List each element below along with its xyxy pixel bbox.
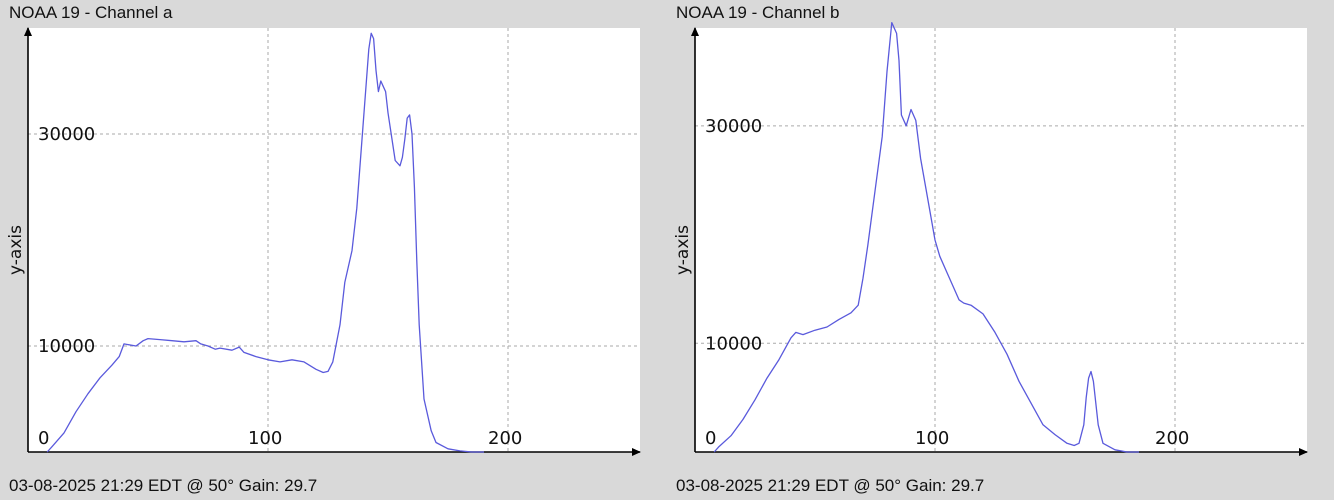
x-tick-label: 100: [915, 428, 949, 449]
plot-background: [695, 28, 1307, 452]
x-tick-label: 100: [248, 428, 282, 449]
series-line: [713, 21, 1139, 453]
y-tick-label: 30000: [705, 116, 762, 137]
plot-background: [28, 28, 640, 452]
y-tick-label: 10000: [705, 333, 762, 354]
plot-area-channel-b: 0 100 200 10000 30000 y-axis: [673, 21, 1308, 456]
y-axis-arrow: [24, 27, 32, 36]
series-line: [46, 32, 484, 453]
x-axis-arrow: [632, 448, 641, 456]
y-tick-label: 30000: [38, 124, 95, 145]
x-tick-label: 200: [488, 428, 522, 449]
chart-footer: 03-08-2025 21:29 EDT @ 50° Gain: 29.7: [9, 476, 318, 495]
chart-footer: 03-08-2025 21:29 EDT @ 50° Gain: 29.7: [676, 476, 985, 495]
chart-title: NOAA 19 - Channel a: [9, 3, 173, 22]
chart-panel-channel-a: NOAA 19 - Channel a 0 100 200 10000 30000 y-a…: [6, 3, 641, 495]
x-axis-arrow: [1299, 448, 1308, 456]
y-axis-label: y-axis: [6, 225, 26, 275]
plot-area-channel-a: 0 100 200 10000 30000 y-axis: [6, 27, 641, 456]
y-axis-label: y-axis: [673, 225, 693, 275]
chart-panel-channel-b: NOAA 19 - Channel b 0 100 200 10000 30000 y-a…: [667, 0, 1334, 500]
y-axis-arrow: [691, 27, 699, 36]
x-tick-label: 0: [705, 428, 716, 449]
chart-title: NOAA 19 - Channel b: [676, 3, 840, 22]
x-tick-label: 200: [1155, 428, 1189, 449]
y-tick-label: 10000: [38, 336, 95, 357]
x-tick-label: 0: [38, 428, 49, 449]
